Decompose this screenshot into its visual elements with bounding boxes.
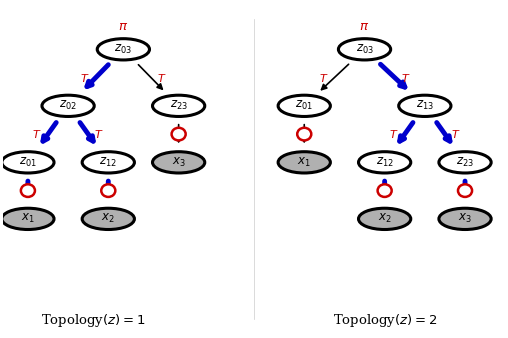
Text: $T$: $T$: [94, 128, 104, 140]
Text: $x_3$: $x_3$: [172, 156, 185, 169]
Text: Topology$(z) = 2$: Topology$(z) = 2$: [333, 312, 437, 329]
Text: $z_{01}$: $z_{01}$: [295, 99, 313, 113]
Ellipse shape: [101, 184, 115, 197]
Text: $z_{01}$: $z_{01}$: [19, 156, 37, 169]
Text: $z_{23}$: $z_{23}$: [170, 99, 187, 113]
Text: $x_1$: $x_1$: [297, 156, 311, 169]
Ellipse shape: [458, 184, 472, 197]
Text: $z_{13}$: $z_{13}$: [416, 99, 434, 113]
Text: $z_{03}$: $z_{03}$: [356, 43, 373, 56]
Text: $x_2$: $x_2$: [102, 212, 115, 225]
Ellipse shape: [338, 39, 391, 60]
Ellipse shape: [278, 152, 330, 173]
Text: $x_2$: $x_2$: [378, 212, 392, 225]
Text: $z_{23}$: $z_{23}$: [456, 156, 474, 169]
Ellipse shape: [2, 208, 54, 230]
Ellipse shape: [359, 208, 411, 230]
Ellipse shape: [82, 152, 135, 173]
Text: $T$: $T$: [157, 72, 167, 83]
Ellipse shape: [439, 152, 491, 173]
Text: $T$: $T$: [451, 128, 461, 140]
Text: $x_1$: $x_1$: [21, 212, 35, 225]
Ellipse shape: [152, 152, 205, 173]
Text: $T$: $T$: [80, 72, 89, 83]
Text: $\pi$: $\pi$: [360, 20, 370, 33]
Text: $z_{12}$: $z_{12}$: [100, 156, 117, 169]
Ellipse shape: [2, 152, 54, 173]
Ellipse shape: [278, 95, 330, 117]
Ellipse shape: [42, 95, 94, 117]
Ellipse shape: [439, 208, 491, 230]
Text: $x_3$: $x_3$: [458, 212, 472, 225]
Text: $T$: $T$: [389, 128, 398, 140]
Text: $\pi$: $\pi$: [118, 20, 129, 33]
Ellipse shape: [377, 184, 392, 197]
Text: $z_{12}$: $z_{12}$: [376, 156, 394, 169]
Text: $z_{02}$: $z_{02}$: [59, 99, 77, 113]
Text: $z_{03}$: $z_{03}$: [114, 43, 133, 56]
Ellipse shape: [82, 208, 135, 230]
Text: $T$: $T$: [401, 72, 410, 83]
Text: Topology$(z) = 1$: Topology$(z) = 1$: [41, 312, 145, 329]
Ellipse shape: [152, 95, 205, 117]
Text: $T$: $T$: [32, 128, 42, 140]
Ellipse shape: [399, 95, 451, 117]
Ellipse shape: [359, 152, 411, 173]
Ellipse shape: [172, 128, 185, 140]
Text: $T$: $T$: [319, 72, 328, 83]
Ellipse shape: [297, 128, 311, 140]
Ellipse shape: [21, 184, 35, 197]
Ellipse shape: [97, 39, 149, 60]
